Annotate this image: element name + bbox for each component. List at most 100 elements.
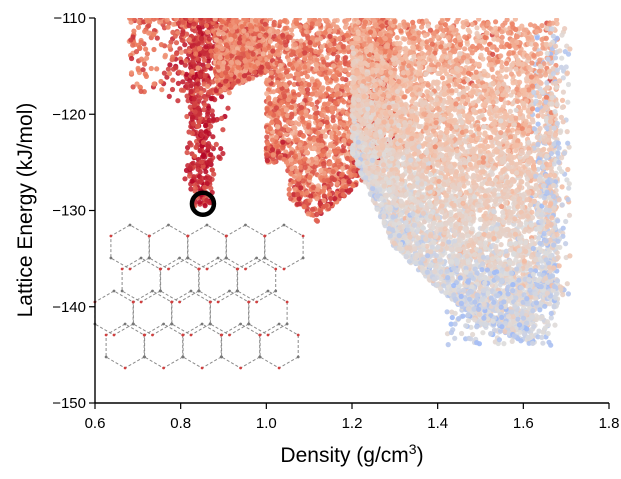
scatter-point: [153, 18, 160, 21]
scatter-point: [220, 150, 226, 157]
scatter-point: [322, 133, 328, 139]
scatter-point: [264, 152, 270, 158]
scatter-point: [202, 184, 208, 190]
scatter-point: [319, 44, 325, 50]
scatter-point: [273, 105, 279, 111]
scatter-point: [321, 101, 328, 107]
scatter-point: [197, 148, 203, 154]
scatter-point: [216, 154, 222, 160]
scatter-point: [175, 80, 181, 86]
scatter-point: [213, 37, 219, 43]
scatter-point: [296, 77, 302, 83]
scatter-point: [213, 88, 219, 94]
scatter-point: [313, 48, 319, 55]
scatter-point: [206, 18, 212, 23]
scatter-point: [175, 20, 181, 26]
scatter-point: [220, 31, 226, 37]
scatter-point: [205, 141, 212, 147]
scatter-point: [201, 152, 207, 158]
scatter-point: [175, 98, 181, 104]
scatter-point: [270, 48, 276, 54]
scatter-point: [205, 63, 211, 69]
scatter-point: [298, 104, 305, 111]
scatter-point: [262, 21, 268, 27]
scatter-point: [129, 55, 135, 62]
scatter-point: [292, 153, 299, 159]
scatter-point: [198, 18, 204, 21]
scatter-point: [138, 56, 145, 62]
scatter-point: [307, 174, 313, 180]
scatter-point: [319, 112, 325, 118]
scatter-point: [143, 46, 149, 52]
scatter-point: [236, 40, 242, 46]
scatter-point: [330, 21, 336, 27]
scatter-point: [167, 62, 173, 68]
scatter-point: [306, 122, 312, 128]
scatter-point: [198, 159, 204, 165]
scatter-point: [142, 71, 148, 77]
scatter-point: [170, 77, 176, 83]
scatter-point: [158, 78, 164, 85]
scatter-point: [335, 44, 341, 50]
scatter-point: [277, 130, 283, 136]
scatter-point: [275, 119, 281, 125]
scatter-point: [226, 90, 232, 96]
scatter-point: [197, 72, 203, 79]
scatter-point: [288, 170, 294, 176]
scatter-point: [228, 36, 234, 42]
scatter-point: [188, 88, 194, 95]
scatter-point: [171, 21, 177, 27]
scatter-point: [334, 84, 340, 90]
scatter-point: [166, 93, 172, 99]
scatter-point: [307, 55, 314, 61]
scatter-point: [264, 91, 270, 97]
scatter-point: [210, 116, 217, 122]
scatter-point: [329, 175, 335, 181]
scatter-point: [157, 19, 163, 25]
scatter-point: [340, 76, 346, 82]
scatter-point: [321, 177, 327, 183]
scatter-point: [280, 32, 286, 38]
scatter-point: [191, 96, 197, 102]
scatter-point: [341, 132, 347, 138]
scatter-point: [288, 196, 294, 202]
scatter-point: [289, 114, 295, 120]
scatter-point: [307, 40, 313, 46]
scatter-point: [197, 111, 203, 117]
scatter-point: [182, 62, 188, 68]
scatter-point: [250, 51, 256, 57]
scatter-point: [350, 183, 356, 189]
scatter-point: [304, 73, 310, 80]
scatter-point: [309, 21, 315, 27]
scatter-point: [248, 45, 254, 51]
scatter-point: [295, 71, 301, 77]
scatter-point: [197, 179, 203, 185]
scatter-point: [202, 102, 208, 108]
scatter-point: [235, 64, 241, 70]
scatter-point: [307, 96, 313, 102]
scatter-point: [320, 85, 326, 91]
scatter-point: [151, 31, 157, 38]
scatter-point: [256, 42, 263, 49]
scatter-point: [292, 95, 298, 101]
scatter-point: [133, 49, 140, 55]
scatter-point: [161, 70, 167, 76]
scatter-point: [327, 161, 333, 167]
scatter-point: [189, 178, 195, 184]
scatter-point: [193, 18, 199, 21]
scatter-point: [257, 32, 263, 39]
scatter-point: [208, 96, 214, 102]
scatter-point: [148, 65, 154, 72]
scatter-point: [178, 87, 185, 93]
scatter-point: [279, 100, 285, 106]
scatter-point: [154, 35, 160, 41]
scatter-point: [220, 127, 226, 133]
scatter-point: [330, 143, 336, 150]
scatter-point: [267, 38, 273, 44]
scatter-point: [200, 139, 207, 145]
scatter-point: [296, 176, 302, 182]
scatter-point: [307, 197, 313, 203]
scatter-point: [327, 27, 333, 34]
scatter-point: [286, 137, 292, 143]
scatter-point: [285, 126, 291, 133]
